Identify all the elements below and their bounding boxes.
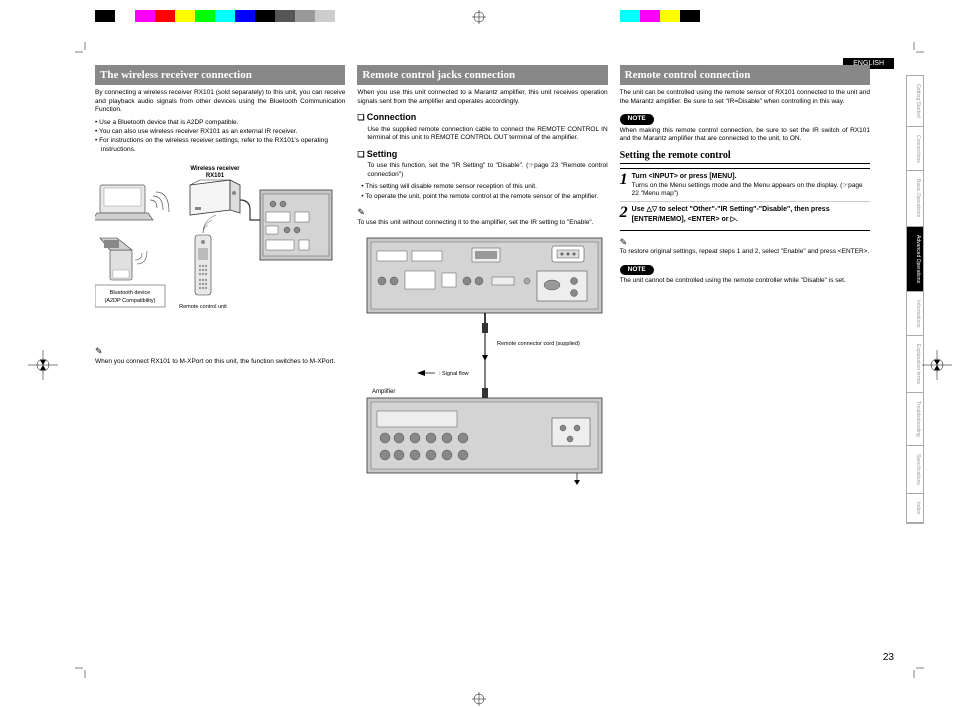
pencil-icon: ✎ (357, 207, 607, 219)
color-swatch (175, 10, 195, 22)
step-2: 2 Use △▽ to select "Other"-"IR Setting"-… (620, 201, 870, 223)
connection-body: Use the supplied remote connection cable… (367, 126, 607, 143)
page-number: 23 (883, 652, 894, 663)
color-swatch (135, 10, 155, 22)
reg-mark-bottom (472, 692, 486, 706)
connection-subheader: Connection (357, 112, 607, 124)
enable-note: To use this unit without connecting it t… (357, 219, 607, 227)
step-1: 1 Turn <INPUT> or press [MENU]. Turns on… (620, 172, 870, 198)
setting-bullet: • This setting will disable remote senso… (367, 183, 607, 191)
note2-body: The unit cannot be controlled using the … (620, 277, 870, 285)
side-tab: Connections (907, 127, 923, 172)
side-tab: Specifications (907, 446, 923, 494)
side-tab: Troubleshooting (907, 393, 923, 446)
svg-text:(A2DP Compatibility): (A2DP Compatibility) (105, 298, 156, 304)
side-tab: Index (907, 494, 923, 523)
step2-title: Use △▽ to select "Other"-"IR Setting"-"D… (632, 205, 870, 223)
svg-text:: Signal flow: : Signal flow (439, 371, 469, 377)
note-badge: NOTE (620, 114, 654, 124)
color-swatch (115, 10, 135, 22)
color-swatch (640, 10, 660, 22)
col1-footnote: When you connect RX101 to M-XPort on thi… (95, 358, 345, 366)
svg-text:Bluetooth device: Bluetooth device (110, 290, 151, 296)
svg-text:Wireless receiver: Wireless receiver (190, 166, 240, 172)
wireless-receiver-diagram: Wireless receiver RX101 (95, 160, 345, 340)
svg-text:Amplifier: Amplifier (372, 389, 395, 395)
column-3: Remote control connection The unit can b… (620, 65, 870, 499)
side-tab: Basic Operations (907, 171, 923, 226)
setting-bullet: • To operate the unit, point the remote … (367, 193, 607, 201)
svg-text:RX101: RX101 (206, 173, 225, 179)
col1-bullet: • You can also use wireless receiver RX1… (101, 128, 345, 136)
step1-body: Turns on the Menu settings mode and the … (632, 182, 870, 199)
side-tab: Advanced Operations (907, 227, 923, 292)
col1-header: The wireless receiver connection (95, 65, 345, 85)
col2-intro: When you use this unit connected to a Ma… (357, 89, 607, 106)
print-colorbar-right (620, 10, 700, 22)
steps-box: 1 Turn <INPUT> or press [MENU]. Turns on… (620, 168, 870, 230)
step-number: 1 (620, 172, 628, 198)
print-colorbar-left (95, 10, 335, 22)
color-swatch (195, 10, 215, 22)
color-swatch (95, 10, 115, 22)
color-swatch (315, 10, 335, 22)
color-swatch (155, 10, 175, 22)
color-swatch (680, 10, 700, 22)
crop-mark-tr (904, 42, 924, 62)
color-swatch (275, 10, 295, 22)
color-swatch (255, 10, 275, 22)
col3-intro: The unit can be controlled using the rem… (620, 89, 870, 106)
color-swatch (620, 10, 640, 22)
step-number: 2 (620, 205, 628, 223)
col3-header: Remote control connection (620, 65, 870, 85)
svg-text:Remote control unit: Remote control unit (179, 304, 227, 310)
setting-body: To use this function, set the "IR Settin… (367, 162, 607, 179)
reg-mark-right (922, 350, 952, 380)
setting-remote-header: Setting the remote control (620, 149, 870, 164)
step1-title: Turn <INPUT> or press [MENU]. (632, 172, 870, 181)
reg-mark-top (472, 10, 486, 24)
col1-bullet: • For instructions on the wireless recei… (101, 137, 345, 154)
reg-mark-left (28, 350, 58, 380)
pencil-icon: ✎ (620, 237, 870, 249)
side-nav-tabs: Getting StartedConnectionsBasic Operatio… (906, 75, 924, 524)
note-badge: NOTE (620, 265, 654, 275)
column-1: The wireless receiver connection By conn… (95, 65, 345, 499)
crop-mark-br (904, 658, 924, 678)
crop-mark-bl (75, 658, 95, 678)
page-content: The wireless receiver connection By conn… (95, 65, 870, 645)
pencil-icon: ✎ (95, 346, 345, 358)
col1-intro: By connecting a wireless receiver RX101 … (95, 89, 345, 114)
setting-subheader: Setting (357, 149, 607, 161)
restore-text: To restore original settings, repeat ste… (620, 248, 870, 256)
svg-text:Remote connector cord (supplie: Remote connector cord (supplied) (497, 341, 580, 347)
color-swatch (660, 10, 680, 22)
col1-bullet: • Use a Bluetooth device that is A2DP co… (101, 119, 345, 127)
crop-mark-tl (75, 42, 95, 62)
side-tab: Informations (907, 292, 923, 337)
note1-body: When making this remote control connecti… (620, 127, 870, 144)
color-swatch (215, 10, 235, 22)
column-2: Remote control jacks connection When you… (357, 65, 607, 499)
col2-header: Remote control jacks connection (357, 65, 607, 85)
side-tab: Explanation terms (907, 336, 923, 393)
remote-jacks-diagram: Remote connector cord (supplied) : Signa… (357, 233, 607, 493)
color-swatch (235, 10, 255, 22)
side-tab: Getting Started (907, 76, 923, 127)
color-swatch (295, 10, 315, 22)
